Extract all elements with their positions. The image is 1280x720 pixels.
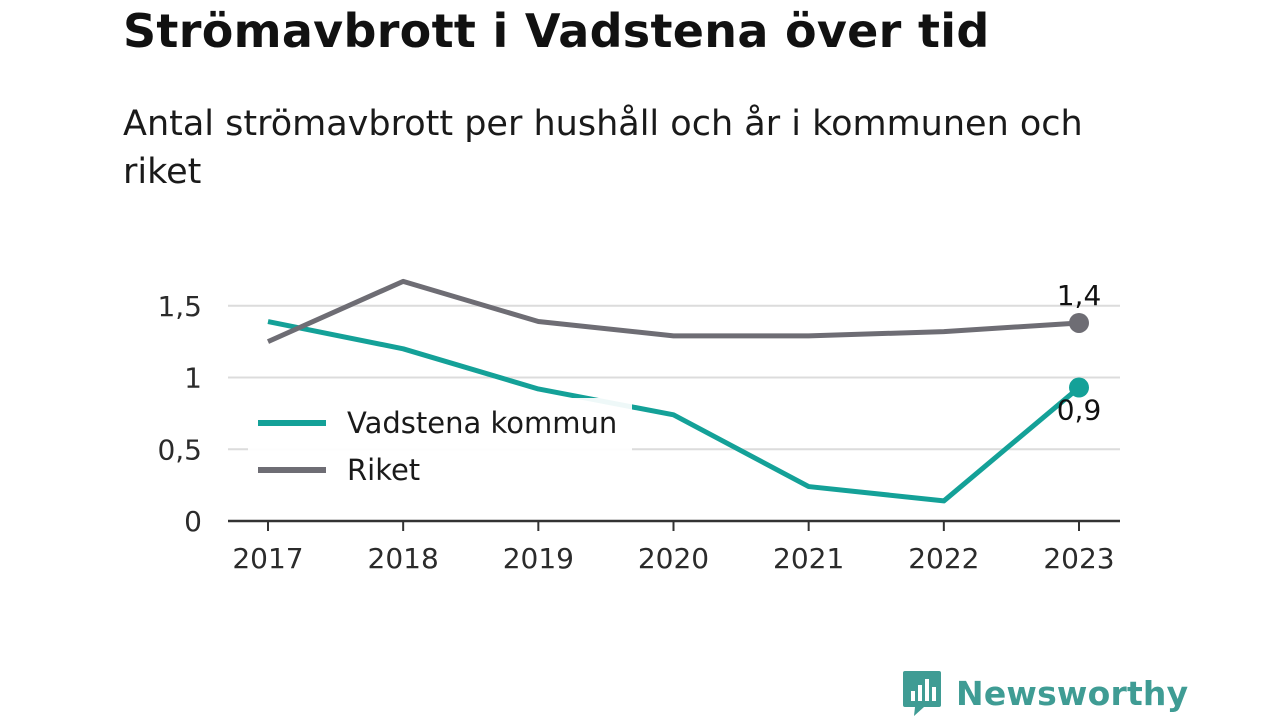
x-tick-label: 2023 — [1043, 542, 1114, 575]
brand-logo: Newsworthy — [902, 668, 1188, 718]
chart-title: Strömavbrott i Vadstena över tid — [123, 4, 990, 58]
chart-subtitle: Antal strömavbrott per hushåll och år i … — [123, 104, 1083, 192]
x-tick-label: 2021 — [773, 542, 844, 575]
legend-label: Vadstena kommun — [347, 406, 617, 440]
x-tick-label: 2017 — [232, 542, 303, 575]
end-point-vadstena-kommun — [1069, 377, 1089, 398]
series-line-riket — [266, 278, 1080, 344]
x-tick-label: 2020 — [638, 542, 709, 575]
y-tick-label: 1 — [184, 362, 202, 395]
legend-background — [248, 398, 632, 496]
series-line-vadstena-kommun — [267, 319, 1081, 504]
y-tick-label: 0,5 — [157, 433, 202, 466]
data-label: 1,4 — [1057, 279, 1102, 312]
legend-label: Riket — [347, 453, 420, 487]
x-tick-label: 2019 — [503, 542, 574, 575]
data-label: 0,9 — [1057, 394, 1102, 427]
y-tick-label: 0 — [184, 505, 202, 538]
x-tick-label: 2022 — [908, 542, 979, 575]
end-point-riket — [1069, 312, 1089, 333]
x-tick-label: 2018 — [368, 542, 439, 575]
newsworthy-logo-icon — [903, 671, 941, 716]
brand-name: Newsworthy — [956, 673, 1189, 713]
y-tick-label: 1,5 — [157, 290, 202, 323]
